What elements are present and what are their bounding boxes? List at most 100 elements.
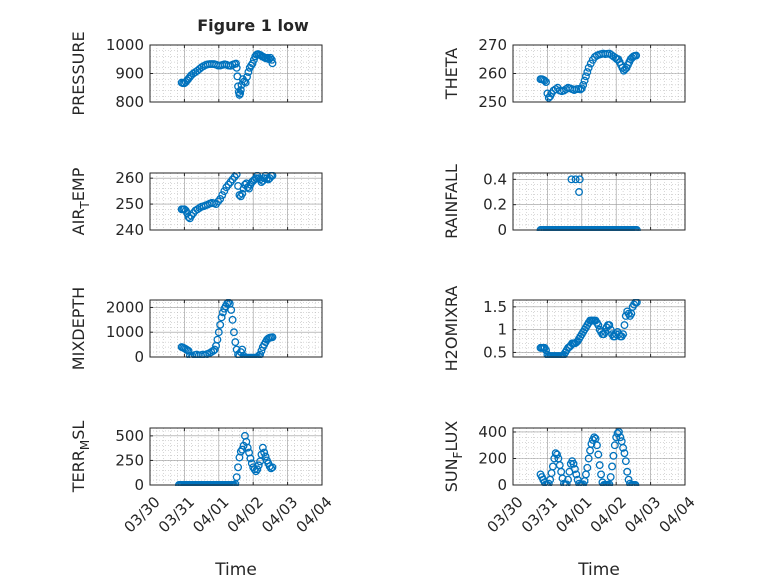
y-tick-label: 250 [115,451,144,469]
plot-area [513,173,685,230]
data-point [258,443,267,452]
data-point [559,479,568,486]
data-point [595,461,604,470]
data-point [620,449,629,458]
data-point [246,454,255,463]
data-point [597,470,606,479]
data-point [562,480,571,486]
y-axis-label-tail: EMP [69,167,88,201]
series-air_temp [177,172,277,223]
data-point [553,450,561,459]
data-point [216,194,225,203]
data-point [615,428,623,436]
figure-title: Figure 1 low [197,16,309,35]
plot-area [150,173,322,230]
data-point [572,470,581,479]
data-point [236,89,245,98]
y-tick-label: 1000 [106,323,144,341]
data-point [253,465,262,474]
data-point [606,473,615,481]
data-point [567,175,576,184]
data-point [583,68,592,77]
axes-box [149,299,323,358]
data-point [594,450,603,459]
data-point [605,321,614,330]
y-tick-label: 0 [497,221,507,239]
data-point [605,480,614,486]
data-point [244,68,253,77]
series-mixdepth [177,299,277,358]
y-axis-label-main: TERR [69,450,88,493]
axes-box [149,427,323,486]
axes-box [512,44,686,103]
axes-box [512,299,686,358]
data-point [583,463,592,472]
y-tick-label: 270 [478,36,507,54]
data-point [564,475,572,484]
data-point [606,325,615,334]
data-point [184,346,193,355]
subplot-terr_msl: 0250500TERRMSL03/3003/3104/0104/0204/030… [69,421,336,580]
data-point [587,439,596,448]
y-axis-label-main: MIXDEPTH [69,287,88,370]
y-axis-label: PRESSURE [69,31,88,115]
y-axis-label-main: H2OMIXRA [442,286,461,372]
y-tick-label: 400 [478,423,507,441]
data-point [619,330,628,339]
data-point [224,299,233,307]
data-point [236,86,245,94]
data-point [216,320,225,329]
subplot-pressure: 800 900 1000 PRESSURE [69,31,323,116]
y-axis-label-main: THETA [442,48,461,100]
data-point [584,63,593,72]
data-point [217,313,226,322]
y-axis-label-main: AIR [69,209,88,236]
data-point [542,78,550,86]
data-point [227,305,236,314]
y-tick-label: 900 [115,65,144,83]
subplot-sun_flux: 0200400SUNFLUX03/3003/3104/0104/0204/030… [442,421,699,580]
data-point [218,191,227,199]
plot-area [150,300,322,357]
data-point [261,452,270,461]
data-point [214,328,223,337]
subplot-h2omixra: 0.5 1 1.5 H2OMIXRA [442,286,686,372]
y-axis-label: MIXDEPTH [69,287,88,370]
y-axis-label: SUNFLUX [442,421,465,493]
y-tick-label: 800 [115,93,144,111]
data-point [260,448,269,457]
data-point [268,463,277,472]
axes-box [149,44,323,103]
data-point [544,479,553,486]
y-tick-label: 500 [115,427,144,445]
data-point [570,465,579,474]
data-point [218,308,227,317]
data-point [254,461,263,470]
y-tick-label: 260 [478,65,507,83]
data-point [610,441,619,450]
data-point [590,53,599,61]
y-tick-label: 1 [497,321,507,339]
data-point [581,72,590,81]
y-tick-label: 2000 [106,298,144,316]
series-h2omixra [536,299,641,358]
data-point [232,172,241,179]
data-point [263,53,272,62]
subplot-theta: 250 260 270 THETA [442,36,686,111]
data-point [201,351,209,358]
y-axis-label-tail: SL [69,421,88,440]
data-point [590,433,599,442]
axes-box [512,427,686,486]
data-point [243,443,252,452]
data-point [621,457,630,466]
x-axis-label: Time [214,560,257,580]
data-point [575,188,583,196]
data-point [234,463,243,472]
data-point [268,172,277,180]
data-point [569,459,578,468]
data-point [623,467,632,476]
x-axis-label: Time [577,560,620,580]
y-axis-label-main: SUN [442,458,461,492]
